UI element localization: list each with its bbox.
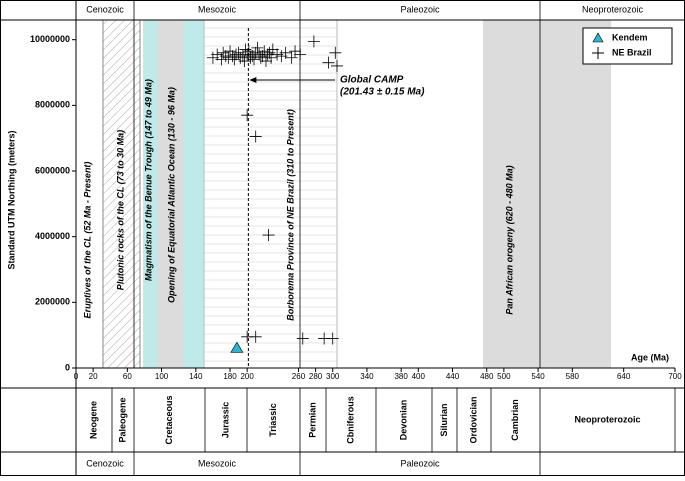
point (239, 43, 252, 56)
era-label: Mesozoic (198, 458, 237, 468)
point (296, 332, 309, 345)
period-label: Triassic (268, 403, 278, 437)
annotation: Global CAMP (340, 75, 404, 86)
band (183, 20, 204, 368)
period-label: Silurian (439, 403, 449, 436)
point (251, 41, 264, 54)
period-label: Jurassic (220, 402, 230, 439)
point (322, 56, 335, 69)
x-tick-label: 480 (480, 372, 494, 381)
x-tick-label: 140 (189, 372, 203, 381)
x-tick-label: 100 (155, 372, 169, 381)
x-tick-label: 200 (240, 372, 254, 381)
period-label: Neogene (88, 401, 98, 439)
x-tick-label: 540 (531, 372, 545, 381)
x-tick-label: 180 (223, 372, 237, 381)
band-label: Pan African orogeny (620 - 480 Ma) (504, 165, 514, 314)
x-axis-label: Age (Ma) (631, 352, 669, 362)
period-label: Cretaceous (164, 395, 174, 444)
legend-marker (592, 32, 604, 43)
period-label: Paleogene (117, 397, 127, 442)
x-tick-label: 500 (497, 372, 511, 381)
x-tick-label: 640 (617, 372, 631, 381)
point (249, 330, 262, 343)
legend-marker (592, 47, 604, 59)
band-label: Magmatism of the Benue Trough (147 to 49… (143, 79, 153, 281)
point (329, 46, 342, 59)
x-tick-label: 580 (566, 372, 580, 381)
band (483, 20, 611, 368)
point (238, 55, 251, 68)
x-tick-label: 340 (360, 372, 374, 381)
y-tick-label: 6000000 (35, 165, 70, 175)
arrowhead (249, 77, 257, 83)
point (326, 332, 339, 345)
point (263, 46, 276, 59)
band (157, 20, 183, 368)
era-label: Cenozoic (86, 458, 124, 468)
point (228, 53, 241, 66)
point (279, 46, 292, 59)
point (307, 35, 320, 48)
era-label: Paleozoic (400, 458, 440, 468)
band (143, 20, 157, 368)
point (249, 130, 262, 143)
point (330, 59, 343, 72)
point (247, 53, 260, 66)
y-axis-label: Standard UTM Northing (meters) (6, 130, 16, 269)
period-label: Cambrian (510, 399, 520, 441)
band-label: Borborema Province of NE Brazil (310 to … (285, 109, 295, 321)
band-label: Eruptives of the CL (52 Ma - Present) (82, 162, 92, 319)
point (258, 45, 271, 58)
point (254, 51, 267, 64)
era-label: Cenozoic (86, 4, 124, 14)
legend-label: NE Brazil (612, 47, 652, 57)
x-tick-label: 440 (446, 372, 460, 381)
point (259, 55, 272, 68)
y-tick-label: 2000000 (35, 297, 70, 307)
x-tick-label: 60 (123, 372, 132, 381)
point (256, 50, 269, 63)
y-tick-label: 0 (65, 362, 70, 372)
period-label: Permian (307, 402, 317, 438)
point (285, 51, 298, 64)
annotation: (201.43 ± 0.15 Ma) (340, 87, 425, 98)
x-tick-label: 400 (412, 372, 426, 381)
point (242, 45, 255, 58)
point (246, 50, 259, 63)
x-tick-label: 700 (668, 372, 682, 381)
period-label: Neoproterozoic (574, 414, 640, 424)
era-label: Mesozoic (198, 4, 237, 14)
x-tick-label: 300 (326, 372, 340, 381)
period-label: Cbniferous (345, 396, 355, 444)
point (226, 50, 239, 63)
band-label: Plutonic rocks of the CL (73 to 30 Ma) (115, 130, 125, 290)
x-tick-label: 380 (394, 372, 408, 381)
point (241, 48, 254, 61)
point (294, 48, 307, 61)
legend-label: Kendem (612, 32, 648, 42)
y-tick-label: 10000000 (30, 34, 70, 44)
era-label: Paleozoic (400, 4, 440, 14)
x-tick-label: 20 (89, 372, 98, 381)
x-tick-label: 260 (292, 372, 306, 381)
point (249, 46, 262, 59)
point (262, 229, 275, 242)
point (224, 45, 237, 58)
y-tick-label: 8000000 (35, 100, 70, 110)
x-tick-label: 0 (74, 372, 79, 381)
point (230, 341, 244, 353)
point (244, 51, 257, 64)
y-tick-label: 4000000 (35, 231, 70, 241)
period-label: Devonian (398, 400, 408, 441)
point (265, 51, 278, 64)
point (241, 109, 254, 122)
era-label: Neoproterozoic (582, 4, 644, 14)
x-tick-label: 280 (309, 372, 323, 381)
point (289, 45, 302, 58)
point (217, 46, 230, 59)
period-label: Ordovician (468, 396, 478, 443)
band-label: Opening of Equatorial Atlantic Ocean (13… (166, 87, 176, 303)
